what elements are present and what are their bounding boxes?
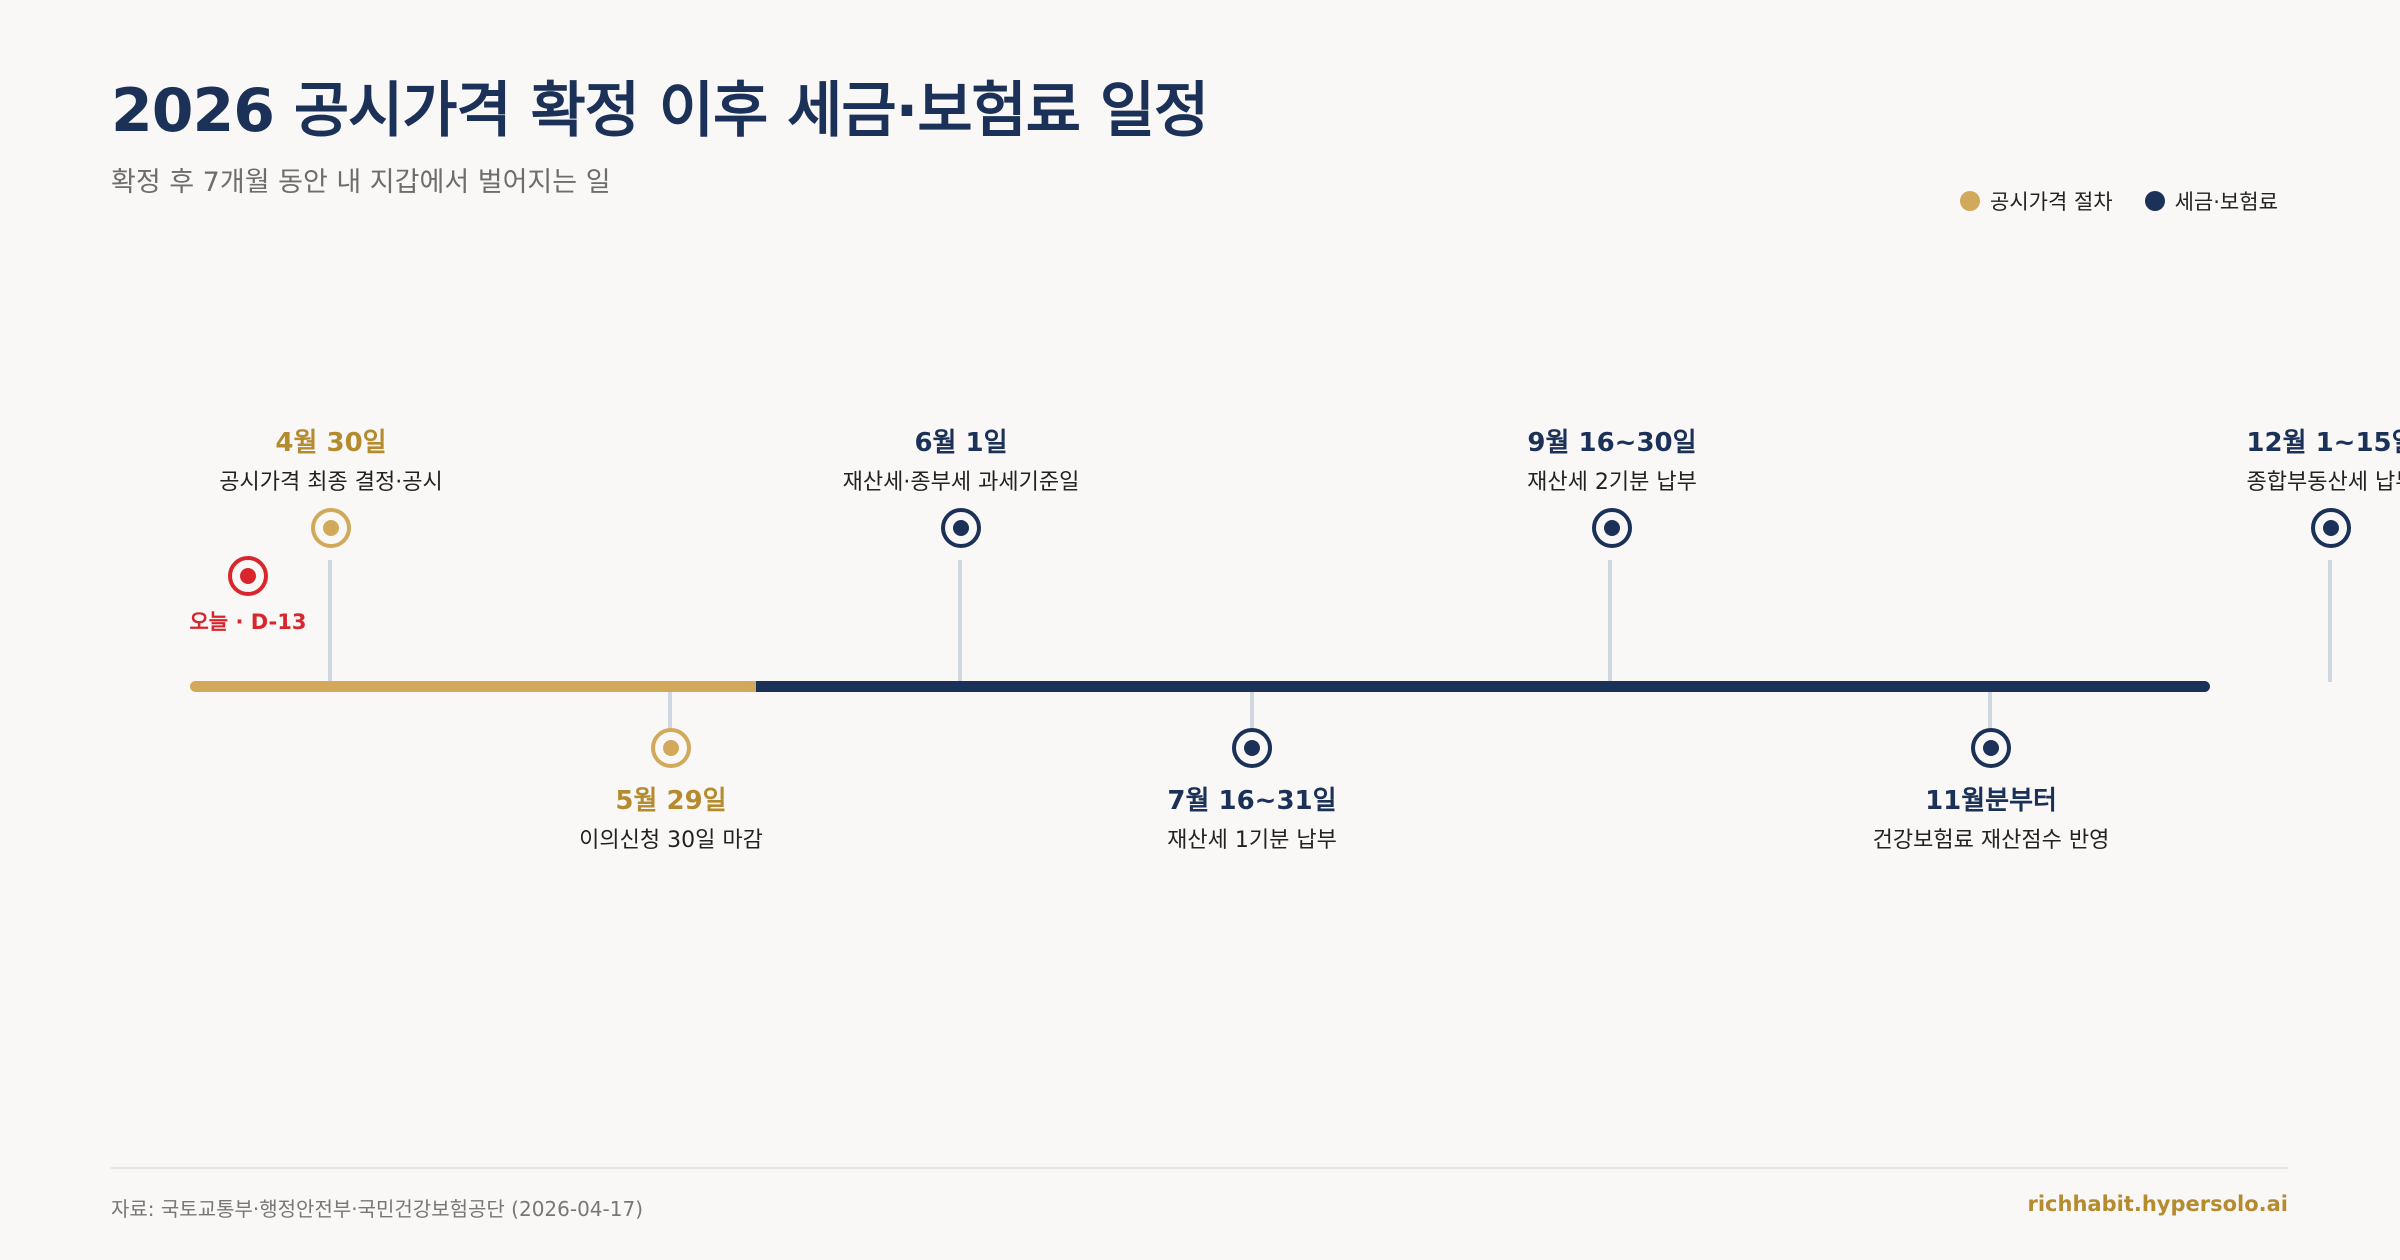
event-marker-icon [1232,728,1272,768]
today-marker-icon [228,556,268,596]
legend: 공시가격 절차 세금·보험료 [1960,186,2278,216]
event-date: 5월 29일 [615,786,727,816]
legend-label-procedure: 공시가격 절차 [1990,190,2113,214]
connector-jun1 [958,560,962,682]
connector-may29 [668,692,672,747]
event-marker-icon [311,508,351,548]
today-label: 오늘 · D-13 [189,610,307,634]
event-date: 9월 16~30일 [1527,428,1697,458]
legend-label-tax: 세금·보험료 [2174,190,2278,214]
event-desc: 재산세 1기분 납부 [1167,828,1337,853]
connector-nov [1988,692,1992,747]
page-title: 2026 공시가격 확정 이후 세금·보험료 일정 [111,76,1209,146]
site-credit: richhabit.hypersolo.ai [2027,1192,2289,1216]
legend-dot-gold-icon [1960,191,1980,211]
source-note: 자료: 국토교통부·행정안전부·국민건강보험공단 (2026-04-17) [111,1197,644,1221]
event-date: 7월 16~31일 [1167,786,1337,816]
event-marker-icon [651,728,691,768]
connector-dec1 [2328,560,2332,682]
event-desc: 재산세·종부세 과세기준일 [842,470,1080,495]
timeline-track-procedure [190,681,760,692]
page-subtitle: 확정 후 7개월 동안 내 지갑에서 벌어지는 일 [111,167,611,198]
event-desc: 재산세 2기분 납부 [1527,470,1697,495]
event-date: 12월 1~15일 [2246,428,2400,458]
event-date: 4월 30일 [275,428,387,458]
event-desc: 건강보험료 재산점수 반영 [1872,828,2110,853]
event-marker-icon [2311,508,2351,548]
timeline-track-tax [756,681,2210,692]
event-desc: 공시가격 최종 결정·공시 [219,470,443,495]
legend-item-tax: 세금·보험료 [2144,186,2278,216]
legend-dot-navy-icon [2144,191,2165,211]
event-date: 6월 1일 [914,428,1008,458]
legend-item-procedure: 공시가격 절차 [1960,186,2113,216]
connector-sep16 [1608,560,1612,682]
event-marker-icon [1592,508,1632,548]
connector-apr30 [328,560,332,682]
event-desc: 종합부동산세 납부 [2246,470,2400,495]
event-marker-icon [941,508,981,548]
event-desc: 이의신청 30일 마감 [579,828,763,853]
event-date: 11월분부터 [1925,786,2057,816]
event-marker-icon [1971,728,2011,768]
footer-divider [111,1167,2288,1169]
connector-jul16 [1250,692,1254,747]
